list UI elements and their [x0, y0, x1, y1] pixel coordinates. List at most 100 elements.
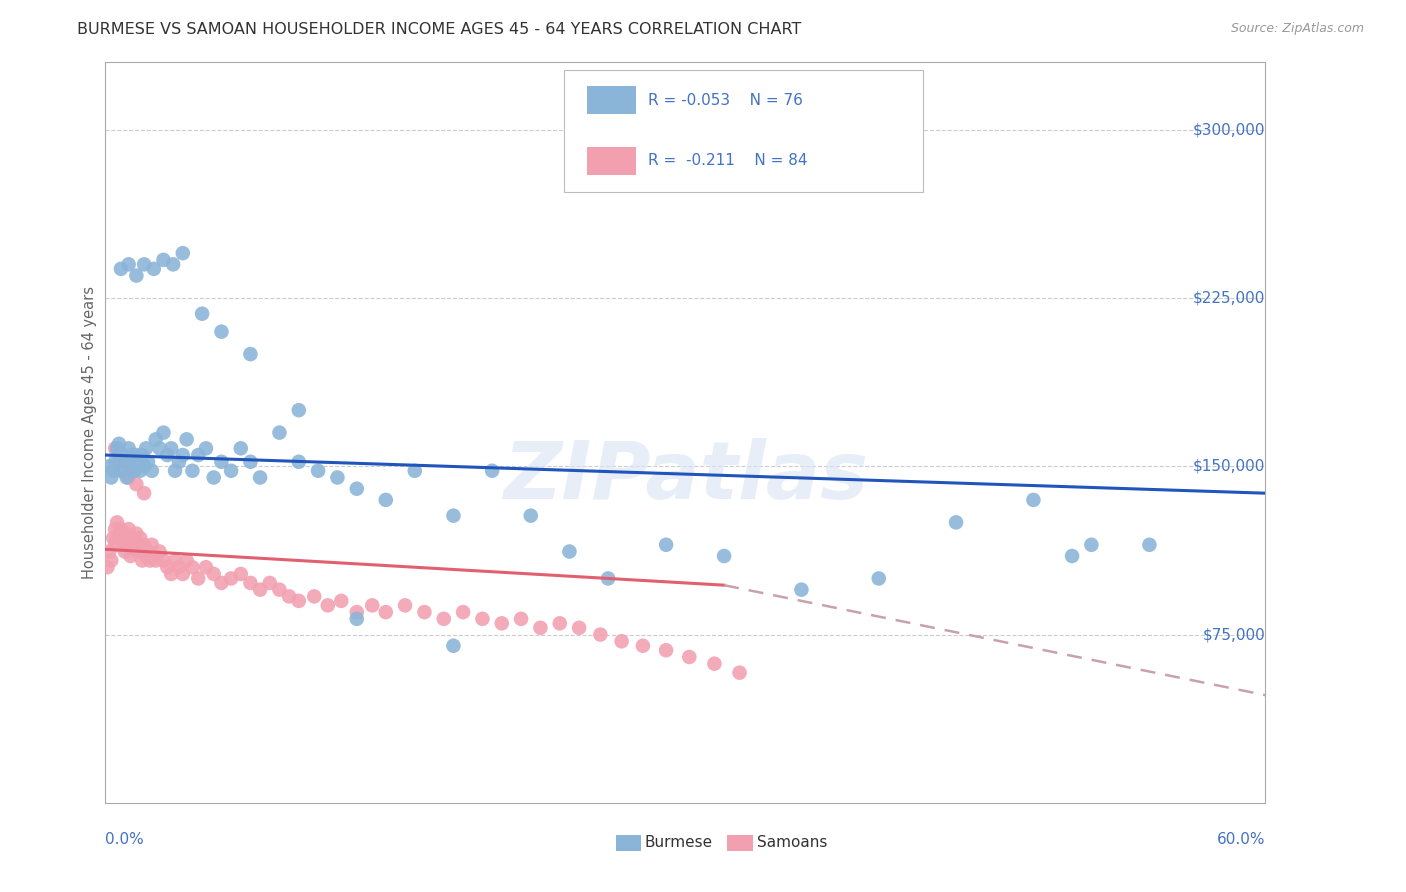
- Point: [125, 526, 148, 541]
- Point: [125, 544, 148, 558]
- Bar: [616, 835, 641, 851]
- Point: [124, 531, 146, 545]
- Point: [239, 347, 262, 361]
- Point: [162, 257, 184, 271]
- Point: [249, 470, 271, 484]
- Text: R = -0.053    N = 76: R = -0.053 N = 76: [648, 93, 803, 108]
- Point: [316, 599, 339, 613]
- Point: [451, 605, 474, 619]
- Bar: [727, 835, 752, 851]
- Point: [152, 252, 174, 267]
- Point: [136, 544, 159, 558]
- Point: [108, 526, 131, 541]
- Point: [172, 246, 194, 260]
- Point: [103, 464, 124, 478]
- Text: Samoans: Samoans: [758, 835, 828, 850]
- Point: [104, 538, 127, 552]
- Point: [114, 455, 136, 469]
- Point: [346, 612, 368, 626]
- FancyBboxPatch shape: [564, 70, 924, 192]
- Point: [105, 531, 128, 545]
- Point: [1080, 538, 1102, 552]
- Point: [678, 650, 700, 665]
- Point: [346, 482, 368, 496]
- Text: 0.0%: 0.0%: [105, 832, 145, 847]
- Point: [118, 538, 141, 552]
- Point: [346, 605, 368, 619]
- Point: [404, 464, 426, 478]
- Point: [165, 464, 187, 478]
- Point: [219, 464, 242, 478]
- Point: [394, 599, 416, 613]
- Point: [111, 464, 134, 478]
- Point: [304, 590, 326, 604]
- Point: [471, 612, 494, 626]
- Point: [219, 571, 242, 585]
- Point: [118, 470, 141, 484]
- Point: [211, 455, 233, 469]
- Point: [491, 616, 513, 631]
- Point: [703, 657, 725, 671]
- Point: [129, 544, 152, 558]
- Point: [202, 566, 225, 581]
- Point: [568, 621, 591, 635]
- Point: [104, 442, 127, 456]
- Point: [165, 553, 187, 567]
- Text: 60.0%: 60.0%: [1218, 832, 1265, 847]
- Point: [481, 464, 503, 478]
- Point: [125, 477, 148, 491]
- Point: [307, 464, 329, 478]
- Bar: [586, 87, 636, 114]
- Point: [156, 448, 179, 462]
- Point: [655, 538, 678, 552]
- Text: $300,000: $300,000: [1192, 122, 1265, 137]
- Point: [110, 464, 132, 478]
- Point: [105, 516, 128, 530]
- Point: [269, 425, 291, 440]
- Point: [598, 571, 620, 585]
- Point: [176, 433, 198, 447]
- Point: [142, 549, 165, 563]
- Point: [121, 531, 143, 545]
- Point: [655, 643, 678, 657]
- Point: [176, 553, 198, 567]
- Point: [110, 531, 132, 545]
- Point: [441, 639, 464, 653]
- Point: [96, 560, 118, 574]
- Point: [433, 612, 456, 626]
- Point: [191, 307, 214, 321]
- Point: [288, 403, 311, 417]
- Point: [259, 576, 281, 591]
- Point: [330, 594, 353, 608]
- Point: [110, 261, 132, 276]
- Point: [136, 455, 159, 469]
- Point: [945, 516, 967, 530]
- Point: [187, 448, 209, 462]
- Point: [374, 605, 396, 619]
- Point: [172, 566, 194, 581]
- Point: [149, 544, 172, 558]
- Point: [135, 442, 157, 456]
- Point: [132, 486, 156, 500]
- Point: [194, 442, 218, 456]
- Point: [1139, 538, 1161, 552]
- Point: [239, 455, 262, 469]
- Point: [120, 459, 142, 474]
- Point: [167, 560, 190, 574]
- Point: [211, 576, 233, 591]
- Point: [129, 531, 152, 545]
- Point: [114, 526, 136, 541]
- Point: [145, 433, 167, 447]
- Point: [413, 605, 436, 619]
- Point: [211, 325, 233, 339]
- Point: [132, 257, 156, 271]
- Point: [114, 544, 136, 558]
- Point: [124, 464, 146, 478]
- Point: [361, 599, 384, 613]
- Point: [631, 639, 654, 653]
- Point: [172, 448, 194, 462]
- Text: Burmese: Burmese: [645, 835, 713, 850]
- Point: [129, 464, 152, 478]
- Point: [269, 582, 291, 597]
- Point: [374, 492, 396, 507]
